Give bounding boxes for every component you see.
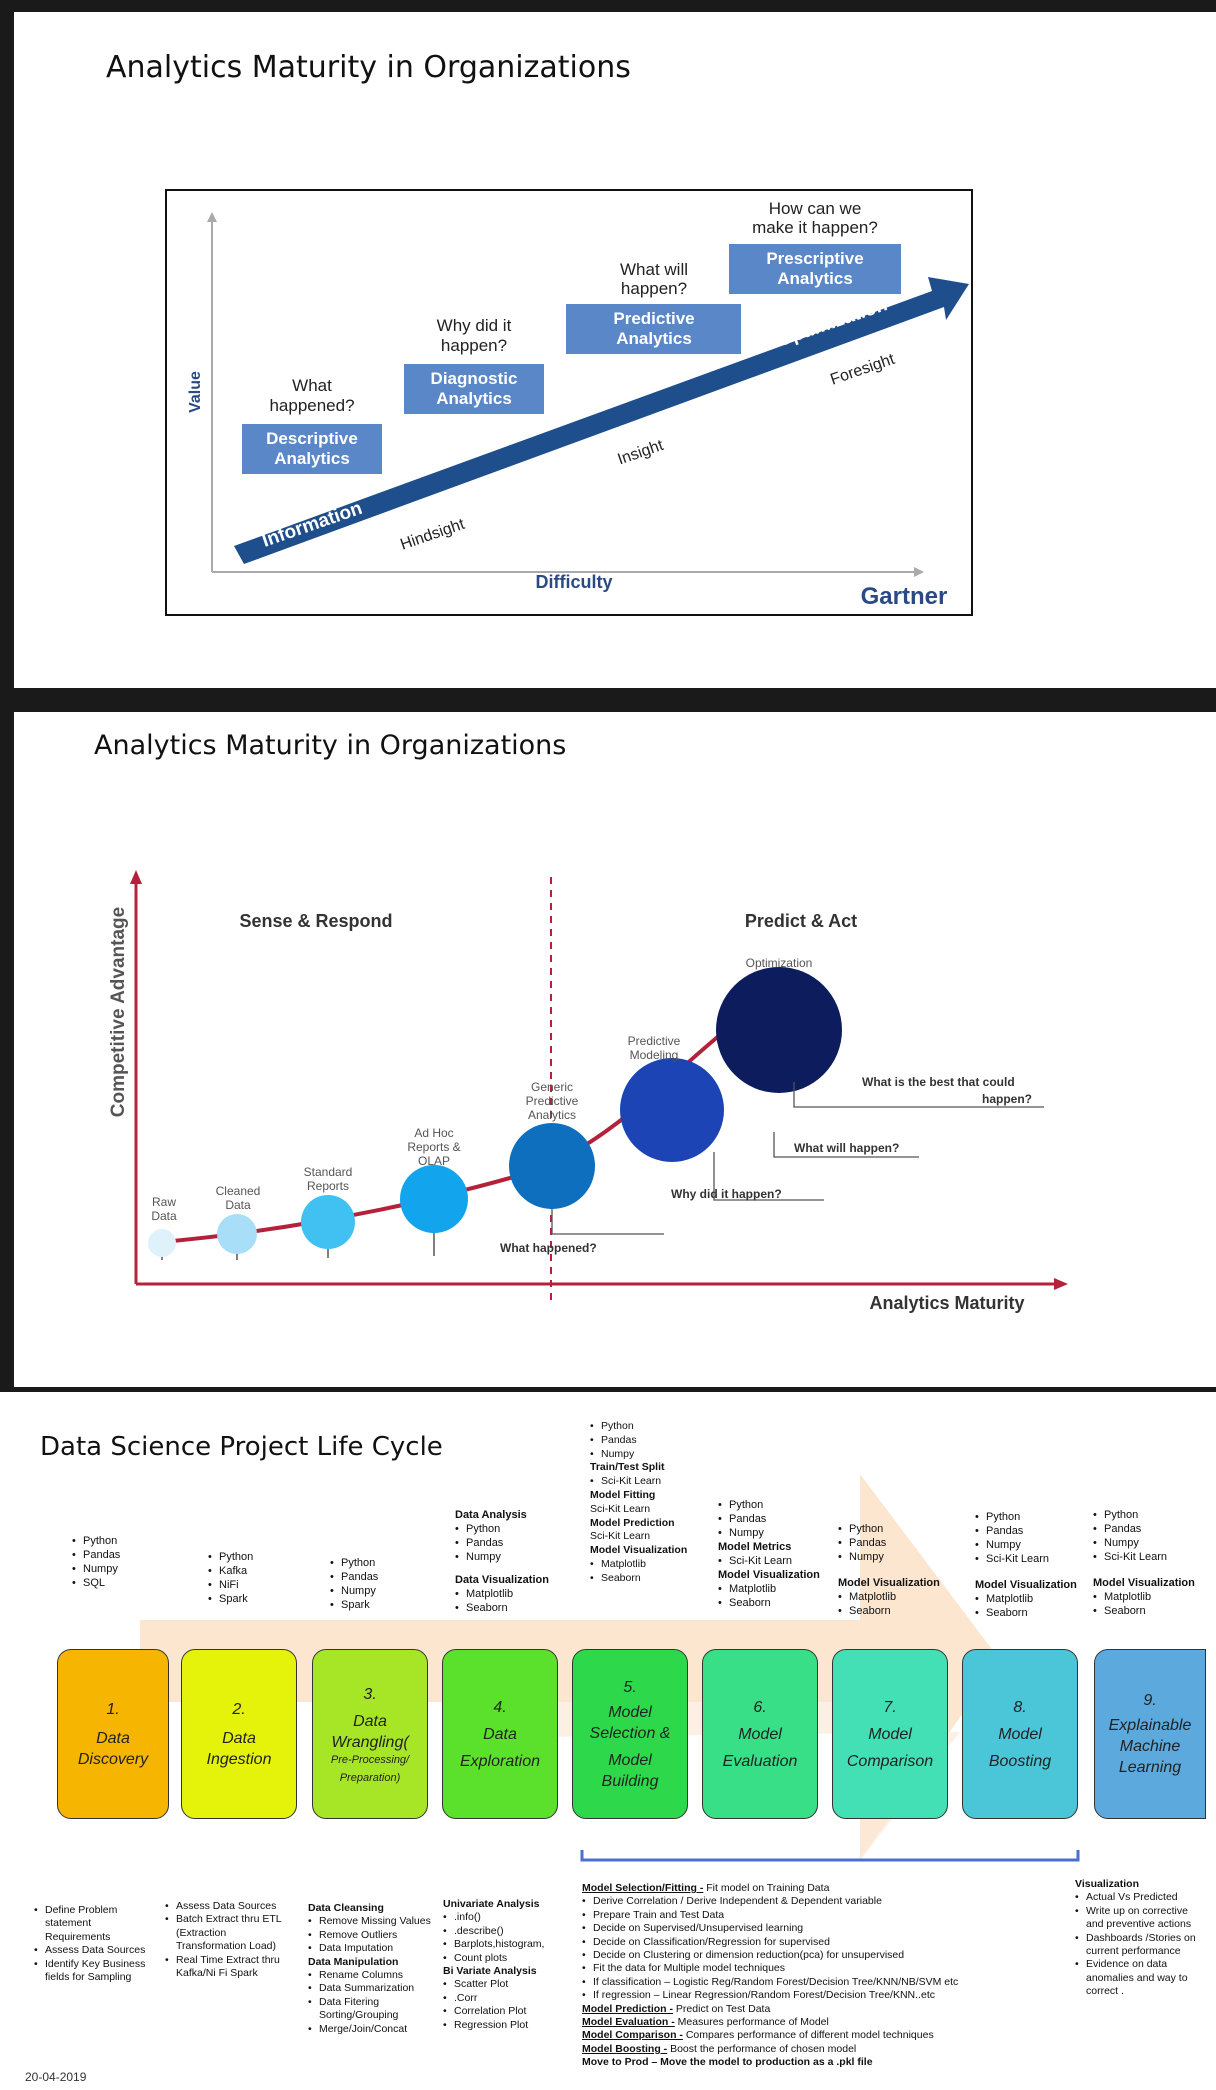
x-axis-label: Analytics Maturity	[869, 1293, 1024, 1313]
svg-text:Analytics: Analytics	[616, 329, 692, 348]
bubble-adhoc-reports	[400, 1165, 468, 1233]
y-axis-label: Competitive Advantage	[108, 907, 129, 1117]
bubble-standard-reports	[301, 1195, 355, 1249]
slide-data-science-lifecycle: Data Science Project Life Cycle Python P…	[0, 1392, 1216, 2090]
tools-boosting: Python Pandas Numpy Sci-Kit Learn Model …	[975, 1510, 1077, 1620]
details-discovery: Define Problem statement Requirements As…	[34, 1904, 146, 1984]
svg-text:Data: Data	[225, 1198, 251, 1212]
step-predictive: Predictive Analytics What will happen?	[566, 260, 741, 354]
svg-text:Diagnostic: Diagnostic	[431, 369, 518, 388]
svg-text:What will: What will	[620, 260, 688, 279]
svg-text:What: What	[292, 376, 332, 395]
footer-date: 20-04-2019	[25, 2070, 87, 2084]
svg-text:Raw: Raw	[152, 1195, 176, 1209]
svg-text:happened?: happened?	[269, 396, 354, 415]
svg-text:Analytics: Analytics	[274, 449, 350, 468]
slide-title: Data Science Project Life Cycle	[40, 1432, 443, 1462]
details-exploration: Univariate Analysis .info() .describe() …	[443, 1898, 578, 2032]
tools-comparison: Python Pandas Numpy Model Visualization …	[838, 1522, 940, 1618]
stage-data-ingestion: 2. Data Ingestion	[181, 1649, 297, 1819]
details-ingestion: Assess Data Sources Batch Extract thru E…	[165, 1900, 295, 1980]
svg-text:Reports &: Reports &	[407, 1140, 460, 1154]
step-diagnostic: Diagnostic Analytics Why did it happen?	[404, 316, 544, 414]
svg-text:Modeling: Modeling	[630, 1048, 679, 1062]
tools-evaluation: Python Pandas Numpy Model Metrics Sci-Ki…	[718, 1498, 820, 1610]
svg-text:Analytics: Analytics	[528, 1108, 576, 1122]
tools-ingestion: Python Kafka NiFi Spark	[208, 1550, 253, 1606]
slide-gartner-maturity: Analytics Maturity in Organizations Valu…	[14, 12, 1216, 688]
bubble-cleaned-data	[217, 1214, 257, 1254]
step-descriptive: Descriptive Analytics What happened?	[242, 376, 382, 474]
question-best-that-could: What is the best that could	[862, 1075, 1015, 1089]
slide-title: Analytics Maturity in Organizations	[94, 730, 567, 761]
svg-text:Predictive: Predictive	[613, 309, 694, 328]
stage-model-comparison: 7. Model Comparison	[832, 1649, 948, 1819]
svg-text:Predictive: Predictive	[628, 1034, 681, 1048]
stage-data-discovery: 1. Data Discovery	[57, 1649, 169, 1819]
stage-data-exploration: 4. Data Exploration	[442, 1649, 558, 1819]
svg-text:How can we: How can we	[769, 199, 862, 218]
details-wrangling: Data Cleansing Remove Missing Values Rem…	[308, 1902, 440, 2036]
stage-explainable-ml: 9. Explainable Machine Learning	[1094, 1649, 1206, 1819]
svg-text:Analytics: Analytics	[436, 389, 512, 408]
svg-text:happen?: happen?	[621, 279, 687, 298]
bubble-generic-predictive	[509, 1123, 595, 1209]
details-model-building: Model Selection/Fitting - Fit model on T…	[582, 1882, 1062, 2070]
svg-text:Cleaned: Cleaned	[216, 1184, 261, 1198]
x-axis-label: Difficulty	[535, 572, 612, 592]
question-why-did-it-happen: Why did it happen?	[671, 1187, 782, 1201]
question-what-happened: What happened?	[500, 1241, 597, 1255]
bubble-predictive-modeling	[620, 1058, 724, 1162]
details-explainable: Visualization Actual Vs Predicted Write …	[1075, 1878, 1203, 1999]
tools-explainable: Python Pandas Numpy Sci-Kit Learn Model …	[1093, 1508, 1195, 1618]
svg-text:Optimization: Optimization	[746, 956, 813, 970]
question-best-happen: happen?	[982, 1092, 1032, 1106]
question-what-will-happen: What will happen?	[794, 1141, 899, 1155]
bubble-optimization	[716, 967, 842, 1093]
heading-sense-respond: Sense & Respond	[239, 911, 392, 931]
svg-text:Predictive: Predictive	[526, 1094, 579, 1108]
svg-text:Prescriptive: Prescriptive	[766, 249, 863, 268]
svg-text:OLAP: OLAP	[418, 1154, 450, 1168]
competitive-advantage-diagram: Competitive Advantage Analytics Maturity…	[108, 870, 1068, 1313]
tools-wrangling: Python Pandas Numpy Spark	[330, 1556, 378, 1612]
maturity-arrow	[234, 277, 969, 564]
step-prescriptive: Prescriptive Analytics How can we make i…	[729, 199, 901, 294]
svg-text:Ad Hoc: Ad Hoc	[414, 1126, 453, 1140]
svg-text:Data: Data	[151, 1209, 177, 1223]
tools-discovery: Python Pandas Numpy SQL	[72, 1534, 120, 1590]
stage-model-boosting: 8. Model Boosting	[962, 1649, 1078, 1819]
stage-model-building: 5. Model Selection & Model Building	[572, 1649, 688, 1819]
gartner-diagram: Value Difficulty Gartner Information Opt…	[165, 189, 973, 616]
stage-model-evaluation: 6. Model Evaluation	[702, 1649, 818, 1819]
tools-exploration: Data Analysis Python Pandas Numpy Data V…	[455, 1508, 549, 1615]
gartner-logo: Gartner	[861, 583, 948, 610]
svg-text:Descriptive: Descriptive	[266, 429, 358, 448]
svg-text:Generic: Generic	[531, 1080, 573, 1094]
svg-text:Standard: Standard	[304, 1165, 353, 1179]
tools-model-building: Python Pandas Numpy Train/Test Split Sci…	[590, 1420, 687, 1586]
bubble-raw-data	[148, 1229, 176, 1257]
heading-predict-act: Predict & Act	[745, 911, 857, 931]
slide-title: Analytics Maturity in Organizations	[106, 50, 631, 85]
svg-text:make it happen?: make it happen?	[752, 218, 878, 237]
slide-competitive-advantage: Analytics Maturity in Organizations Comp…	[14, 712, 1216, 1387]
y-axis-label: Value	[187, 371, 204, 413]
svg-text:Analytics: Analytics	[777, 269, 853, 288]
svg-text:happen?: happen?	[441, 336, 507, 355]
stage-data-wrangling: 3. Data Wrangling( Pre-Processing/ Prepa…	[312, 1649, 428, 1819]
svg-text:Why did it: Why did it	[437, 316, 512, 335]
bracket-model-building	[580, 1850, 1080, 1862]
svg-text:Reports: Reports	[307, 1179, 349, 1193]
